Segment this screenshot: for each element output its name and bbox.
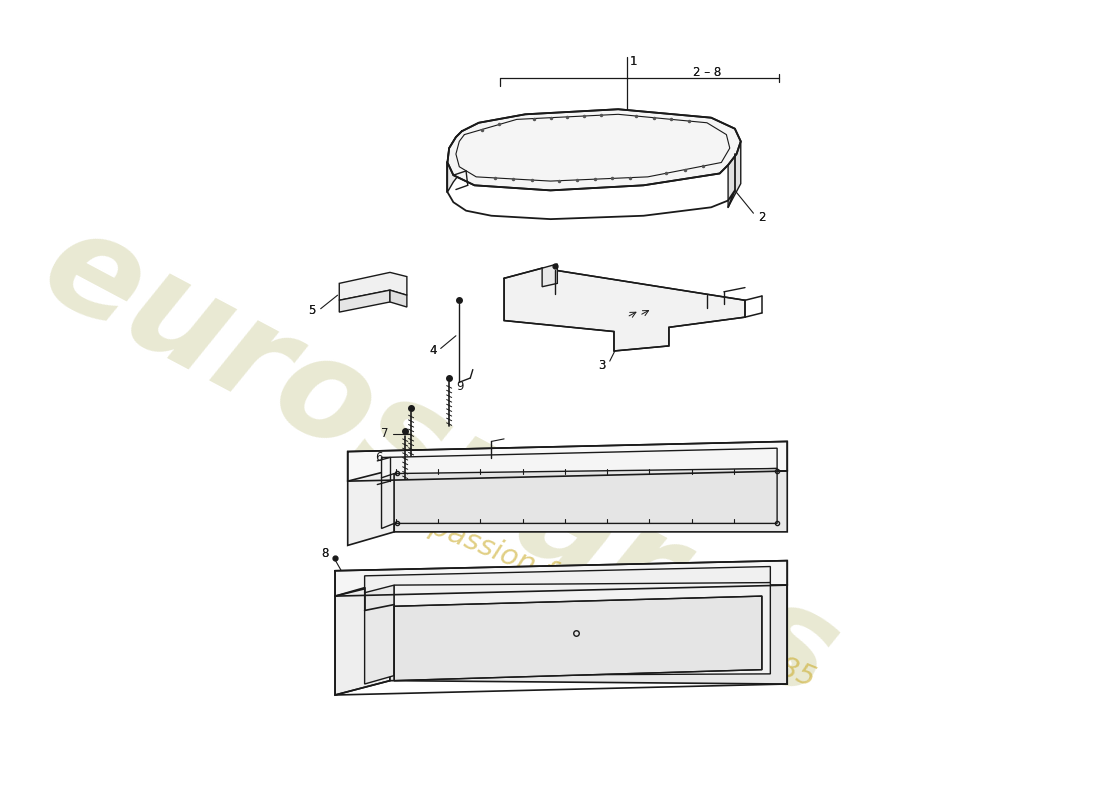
Polygon shape [339,290,390,312]
Text: 4: 4 [429,345,437,358]
Polygon shape [382,474,394,529]
Text: 2 – 8: 2 – 8 [693,66,722,78]
Text: 2: 2 [758,211,766,224]
Text: 3: 3 [598,359,605,372]
Text: 1: 1 [629,55,637,68]
Polygon shape [348,442,788,481]
Text: a passion for parts since 1985: a passion for parts since 1985 [400,502,818,693]
Polygon shape [394,469,777,523]
Polygon shape [348,470,394,546]
Text: 2: 2 [758,211,766,224]
Polygon shape [390,290,407,307]
Text: 1: 1 [629,55,637,68]
Text: 5: 5 [308,304,316,317]
Polygon shape [394,596,762,681]
Polygon shape [336,582,390,695]
Polygon shape [339,272,407,300]
Text: 8: 8 [321,547,329,560]
Polygon shape [390,582,788,684]
Text: 9: 9 [455,380,463,393]
Polygon shape [382,448,777,478]
Text: 5: 5 [308,304,316,317]
Polygon shape [728,142,740,207]
Text: 2 – 8: 2 – 8 [693,66,722,78]
Polygon shape [448,131,462,192]
Polygon shape [448,110,740,190]
Text: 7: 7 [381,427,388,440]
Text: 4: 4 [429,345,437,358]
Polygon shape [364,585,394,684]
Polygon shape [394,470,788,532]
Polygon shape [364,566,770,593]
Text: eurospares: eurospares [21,197,860,728]
Polygon shape [336,561,788,596]
Polygon shape [394,582,770,675]
Polygon shape [542,264,558,286]
Polygon shape [504,268,745,351]
Text: 6: 6 [375,451,383,464]
Text: 3: 3 [598,359,605,372]
Text: 8: 8 [321,547,329,560]
